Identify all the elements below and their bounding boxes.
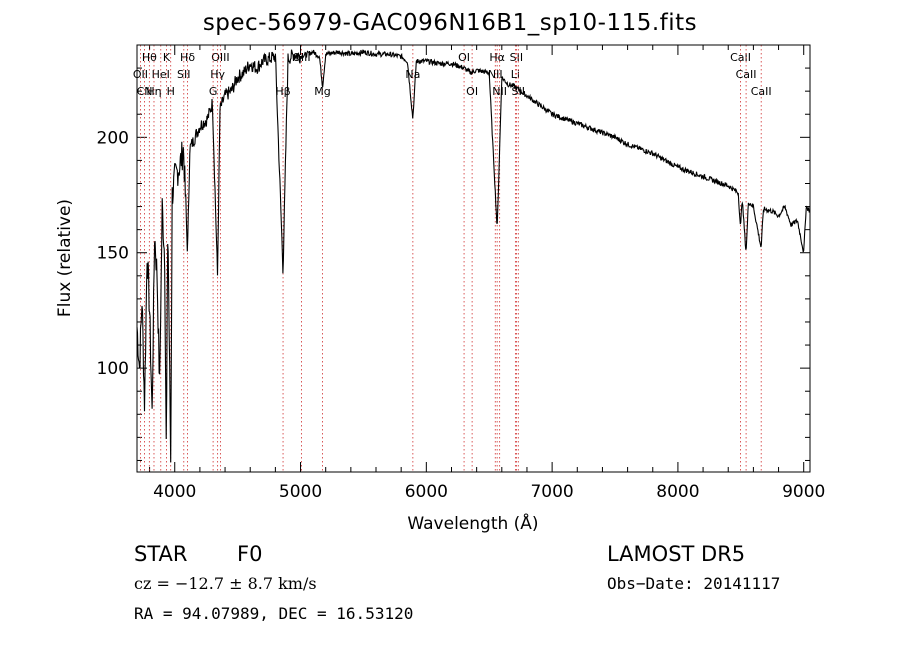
survey-name: LAMOST DR5 <box>607 542 746 566</box>
tick-labels: 4000 5000 6000 7000 8000 9000 100 150 200 <box>97 128 826 502</box>
object-class: STAR <box>134 542 188 566</box>
coordinates: RA = 94.07989, DEC = 16.53120 <box>134 604 414 623</box>
y-tick-label-100: 100 <box>97 359 129 379</box>
marker-label-0: Hθ <box>142 51 157 64</box>
marker-label-25: CaII <box>736 68 757 81</box>
subclass: F0 <box>237 542 263 566</box>
marker-label-26: CaII <box>751 85 772 98</box>
marker-label-22: NII <box>492 85 507 98</box>
x-tick-label-5000: 5000 <box>279 482 322 502</box>
marker-label-19: SII <box>510 51 523 64</box>
marker-label-18: Hα <box>489 51 505 64</box>
x-axis-label: Wavelength (Å) <box>407 512 538 534</box>
marker-label-13: Hβ <box>275 85 290 98</box>
x-tick-label-6000: 6000 <box>405 482 448 502</box>
x-tick-label-8000: 8000 <box>656 482 699 502</box>
x-tick-label-4000: 4000 <box>153 482 196 502</box>
marker-label-9: OIII <box>211 51 229 64</box>
marker-label-5: SII <box>177 68 190 81</box>
marker-label-24: CaII <box>730 51 751 64</box>
observation-date: Obs−Date: 20141117 <box>607 574 781 593</box>
flux-line <box>136 49 811 463</box>
marker-label-1: K <box>163 51 171 64</box>
marker-label-3: OII <box>133 68 148 81</box>
marker-label-20: NII <box>488 68 503 81</box>
marker-label-11: G <box>209 85 218 98</box>
marker-label-17: OI <box>466 85 478 98</box>
redshift-value: cz = −12.7 ± 8.7 km/s <box>134 574 317 593</box>
flux-series <box>136 49 811 463</box>
marker-label-4: HeI <box>152 68 170 81</box>
marker-label-7: Hη <box>146 85 161 98</box>
marker-label-8: H <box>167 85 175 98</box>
y-tick-label-200: 200 <box>97 128 129 148</box>
marker-label-6: CN <box>137 85 153 98</box>
y-axis-label: Flux (relative) <box>55 199 75 317</box>
chart-title: spec-56979-GAC096N16B1_sp10-115.fits <box>202 10 698 36</box>
marker-label-14: Mg <box>314 85 330 98</box>
marker-label-21: Li <box>511 68 520 81</box>
marker-label-16: OI <box>458 51 470 64</box>
marker-label-15: Na <box>405 68 420 81</box>
plot-frame <box>136 44 811 473</box>
x-tick-label-9000: 9000 <box>782 482 825 502</box>
axis-ticks <box>137 44 810 472</box>
x-tick-label-7000: 7000 <box>530 482 573 502</box>
marker-label-10: Hγ <box>210 68 225 81</box>
y-tick-label-150: 150 <box>97 244 129 264</box>
marker-label-2: Hδ <box>180 51 195 64</box>
